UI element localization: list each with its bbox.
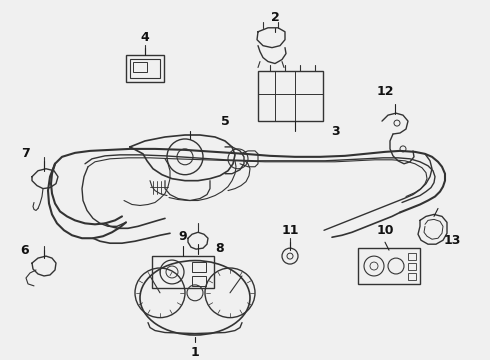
Bar	[192, 262, 206, 272]
Text: 6: 6	[21, 244, 29, 257]
Text: 4: 4	[141, 31, 149, 44]
Bar	[408, 253, 416, 260]
Bar	[130, 59, 160, 78]
Text: 3: 3	[331, 125, 339, 138]
Text: 13: 13	[443, 234, 461, 247]
Text: 7: 7	[21, 147, 29, 160]
Text: 1: 1	[191, 346, 199, 359]
Bar	[192, 276, 206, 286]
Text: 9: 9	[179, 230, 187, 243]
Bar	[358, 248, 420, 284]
Bar	[408, 263, 416, 270]
Text: 12: 12	[376, 85, 394, 98]
Bar	[408, 273, 416, 280]
Text: 2: 2	[270, 12, 279, 24]
Bar	[133, 62, 147, 72]
Text: 11: 11	[281, 224, 299, 237]
Text: 10: 10	[376, 224, 394, 237]
Bar	[152, 256, 214, 288]
Text: 5: 5	[220, 114, 229, 127]
Text: 8: 8	[216, 242, 224, 255]
Bar	[126, 55, 164, 82]
Bar	[258, 72, 323, 121]
